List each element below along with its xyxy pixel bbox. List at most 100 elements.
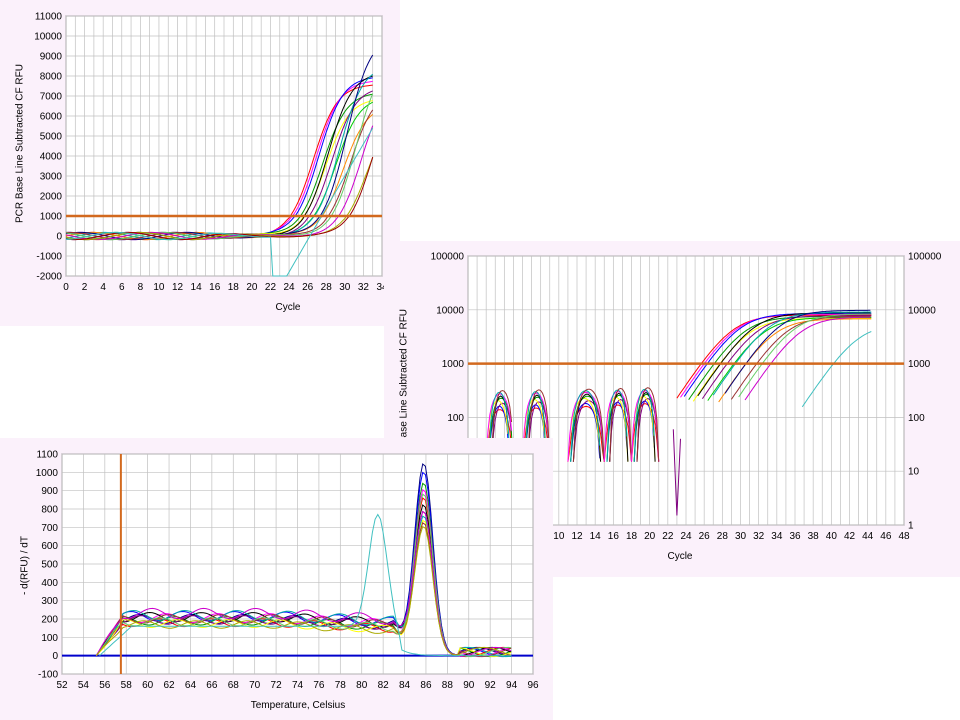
x-tick-label: 8 — [138, 282, 144, 293]
y-tick-label: 800 — [41, 505, 58, 516]
y-tick-label: 600 — [41, 541, 58, 552]
x-tick-label: 10 — [153, 282, 165, 293]
y-tick-label-right: 1000 — [908, 359, 931, 370]
melt-curve-panel: 52 54 56 58 60 62 64 66 68 70 72 74 76 78 80 82 84 86 88 90… — [0, 438, 553, 720]
x-tick-label: 70 — [249, 680, 261, 691]
y-tick-label: 4000 — [40, 152, 63, 163]
x-tick-label: 54 — [78, 680, 90, 691]
x-tick-label: 40 — [826, 531, 838, 542]
x-tick-label: 94 — [506, 680, 518, 691]
y-tick-label: 900 — [41, 486, 58, 497]
noise-arc — [567, 397, 602, 462]
x-tick-label: 66 — [206, 680, 218, 691]
y-tick-label: 1100 — [36, 450, 58, 461]
amplification-curve — [724, 309, 871, 394]
noise-arc — [631, 390, 660, 462]
x-tick-label: 68 — [228, 680, 240, 691]
y-axis-label: - d(RFU) / dT — [19, 536, 31, 595]
x-tick-label: 44 — [862, 531, 874, 542]
noise-arc — [488, 391, 510, 462]
y-tick-label: 100 — [447, 413, 464, 424]
noise-arc — [633, 388, 655, 462]
primer-dimer-curve — [99, 513, 512, 657]
x-tick-label: 2 — [82, 282, 88, 293]
x-tick-label: 72 — [271, 680, 283, 691]
y-tick-label: 10000 — [436, 305, 464, 316]
x-tick-label: 16 — [608, 531, 620, 542]
x-tick-label: 28 — [321, 282, 333, 293]
y-axis-label: PCR Base Line Subtracted CF RFU — [14, 64, 26, 223]
x-tick-label: 16 — [209, 282, 221, 293]
y-tick-label-right: 1 — [908, 521, 914, 532]
x-tick-label: 58 — [121, 680, 133, 691]
x-tick-label: 12 — [571, 531, 583, 542]
y-tick-label: 0 — [56, 232, 62, 243]
x-tick-label: 76 — [313, 680, 325, 691]
melt-curve — [95, 525, 512, 657]
noise-arc — [606, 389, 628, 462]
y-tick-label: 1000 — [40, 212, 63, 223]
y-tick-label: 6000 — [40, 112, 63, 123]
noise-arc — [524, 390, 546, 462]
y-tick-label: 500 — [41, 560, 58, 571]
noise-arc — [609, 387, 632, 462]
x-tick-label: 92 — [485, 680, 497, 691]
x-tick-label: 48 — [898, 531, 910, 542]
x-tick-label: 52 — [56, 680, 68, 691]
x-axis-label: Temperature, Celsius — [250, 700, 346, 711]
x-tick-label: 74 — [292, 680, 304, 691]
noise-arc — [572, 388, 605, 462]
y-tick-label: 1000 — [442, 359, 465, 370]
x-tick-label: 46 — [880, 531, 892, 542]
y-tick-label-right: 100000 — [908, 252, 942, 263]
x-tick-label: 4 — [100, 282, 106, 293]
x-tick-label: 38 — [808, 531, 820, 542]
y-tick-label: 200 — [41, 615, 58, 626]
noise-arc — [491, 389, 513, 462]
x-tick-label: 64 — [185, 680, 197, 691]
x-tick-label: 56 — [99, 680, 111, 691]
x-tick-label: 90 — [463, 680, 475, 691]
y-tick-label: 300 — [41, 596, 58, 607]
x-tick-label: 20 — [246, 282, 258, 293]
noise-arc — [672, 429, 681, 516]
y-tick-label: 10000 — [34, 32, 62, 43]
x-tick-label: 80 — [356, 680, 368, 691]
amplification-curve — [738, 313, 872, 398]
amplification-linear-chart: -2000-2000-1000-100000100010002000200030… — [34, 12, 388, 294]
x-axis-label: Cycle — [667, 551, 693, 562]
noise-arc — [527, 389, 551, 462]
x-tick-label: 18 — [626, 531, 638, 542]
y-tick-label: 3000 — [40, 172, 63, 183]
x-tick-label: 14 — [191, 282, 203, 293]
x-tick-label: 26 — [699, 531, 711, 542]
x-tick-label: 0 — [63, 282, 69, 293]
x-axis-label: Cycle — [275, 302, 301, 313]
x-tick-label: 88 — [442, 680, 454, 691]
noise-arc — [570, 395, 604, 462]
y-tick-label: -2000 — [36, 272, 62, 283]
y-tick-label-right: 10000 — [908, 305, 936, 316]
noise-arc — [603, 391, 632, 462]
y-tick-label: 5000 — [40, 132, 63, 143]
x-tick-label: 26 — [302, 282, 314, 293]
amplification-curve — [744, 316, 871, 401]
x-tick-label: 60 — [142, 680, 154, 691]
y-tick-label: 8000 — [40, 72, 63, 83]
x-tick-label: 22 — [265, 282, 277, 293]
amplification-curve — [65, 93, 374, 241]
melt-curve — [95, 510, 512, 658]
amplification-linear-panel: -2000-2000-1000-100000100010002000200030… — [0, 0, 400, 326]
x-tick-label: 78 — [335, 680, 347, 691]
x-tick-label: 12 — [172, 282, 184, 293]
x-tick-label: 36 — [789, 531, 801, 542]
y-tick-label: 100000 — [431, 252, 465, 263]
x-tick-label: 24 — [283, 282, 295, 293]
x-tick-label: 86 — [420, 680, 432, 691]
x-tick-label: 96 — [527, 680, 539, 691]
x-tick-label: 28 — [717, 531, 729, 542]
y-tick-label: -1000 — [36, 252, 62, 263]
noise-arc — [522, 392, 551, 462]
noise-arc — [567, 391, 605, 462]
noise-arc — [636, 387, 660, 462]
